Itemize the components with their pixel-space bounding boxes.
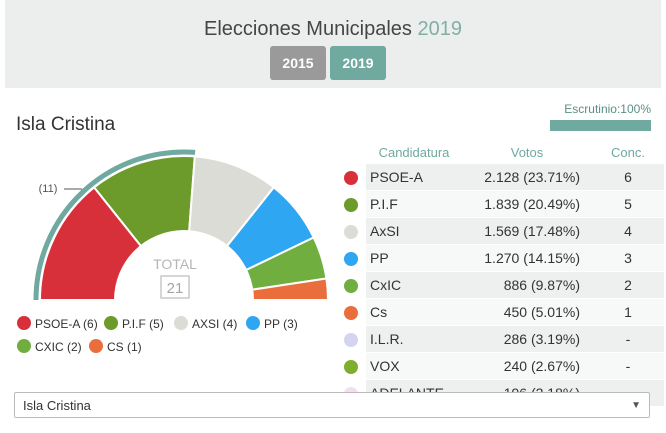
legend-dot [17,339,31,353]
party-dot-cell [336,217,366,245]
party-seats: - [592,352,664,380]
party-votes: 450 (5.01%) [462,298,592,326]
table-row: PSOE-A 2.128 (23.71%) 6 [336,164,664,191]
party-votes: 240 (2.67%) [462,352,592,380]
party-votes: 2.128 (23.71%) [462,164,592,191]
legend-dot [89,339,103,353]
party-votes: 1.839 (20.49%) [462,190,592,218]
party-color-dot [344,306,358,321]
legend-item: AXSI (4) [174,316,237,331]
page-title: Elecciones Municipales 2019 [204,18,462,40]
party-name: I.L.R. [366,325,462,353]
legend-label: P.I.F (5) [122,317,164,331]
party-name: P.I.F [366,190,462,218]
legend-item: CS (1) [89,339,142,354]
title-year: 2019 [417,18,462,40]
party-dot-cell [336,164,366,191]
party-color-dot [344,198,358,213]
legend-label: CXIC (2) [35,340,82,354]
party-votes: 886 (9.87%) [462,271,592,299]
party-dot-cell [336,244,366,272]
table-row: Cs 450 (5.01%) 1 [336,298,664,326]
legend-dot [104,316,118,330]
table-header-candidatura: Candidatura [378,144,450,160]
chart-center-hole [114,230,254,310]
party-seats: 4 [592,217,664,245]
table-row: I.L.R. 286 (3.19%) - [336,325,664,353]
legend-dot [174,316,188,330]
year-2015-button[interactable]: 2015 [270,46,326,80]
table-row: P.I.F 1.839 (20.49%) 5 [336,190,664,218]
total-box [160,275,190,299]
party-dot-cell [336,298,366,326]
party-color-dot [344,279,358,294]
legend-item: P.I.F (5) [104,316,164,331]
party-votes: 1.270 (14.15%) [462,244,592,272]
legend-label: CS (1) [107,340,142,354]
chevron-down-icon: ▼ [631,400,641,411]
legend-label: PSOE-A (6) [35,317,98,331]
legend-item: PP (3) [246,316,298,331]
legend-item: PSOE-A (6) [17,316,98,331]
escrutinio-label: Escrutinio:100% [564,102,651,116]
legend-label: PP (3) [264,317,298,331]
table-row: VOX 240 (2.67%) - [336,352,664,380]
party-name: PP [366,244,462,272]
municipality-title: Isla Cristina [16,114,116,135]
party-dot-cell [336,190,366,218]
party-name: VOX [366,352,462,380]
table-header-conc: Conc. [611,144,645,160]
legend-dot [17,316,31,330]
party-seats: - [592,325,664,353]
party-color-dot [344,252,358,267]
majority-label: (11) [39,183,58,195]
party-dot-cell [336,325,366,353]
party-votes: 286 (3.19%) [462,325,592,353]
municipality-select[interactable]: Isla Cristina ▼ [14,392,650,418]
party-seats: 5 [592,190,664,218]
party-color-dot [344,360,358,375]
party-color-dot [344,171,358,186]
party-seats: 6 [592,164,664,191]
table-header-dot [336,140,366,164]
party-name: CxIC [366,271,462,299]
party-dot-cell [336,271,366,299]
party-seats: 3 [592,244,664,272]
table-row: PP 1.270 (14.15%) 3 [336,244,664,272]
seats-chart: TOTAL 21 (11) [33,149,330,310]
results-table: Candidatura Votos Conc. PSOE-A 2.128 (23.… [336,140,664,407]
party-color-dot [344,225,358,240]
party-dot-cell [336,352,366,380]
party-name: Cs [366,298,462,326]
party-seats: 1 [592,298,664,326]
escrutinio-progress-bar [550,120,651,131]
table-header-votos: Votos [510,144,544,160]
total-value: 21 [167,280,184,297]
table-row: AxSI 1.569 (17.48%) 4 [336,217,664,245]
party-name: PSOE-A [366,164,462,191]
legend-dot [246,316,260,330]
total-label: TOTAL [153,256,197,272]
table-header-row: Candidatura Votos Conc. [336,140,664,164]
municipality-select-value: Isla Cristina [23,398,91,413]
party-color-dot [344,333,358,348]
table-row: CxIC 886 (9.87%) 2 [336,271,664,299]
year-2019-button[interactable]: 2019 [330,46,386,80]
legend-label: AXSI (4) [192,317,238,331]
party-seats: 2 [592,271,664,299]
party-name: AxSI [366,217,462,245]
party-votes: 1.569 (17.48%) [462,217,592,245]
legend-item: CXIC (2) [17,339,82,354]
majority-arc [33,149,196,301]
